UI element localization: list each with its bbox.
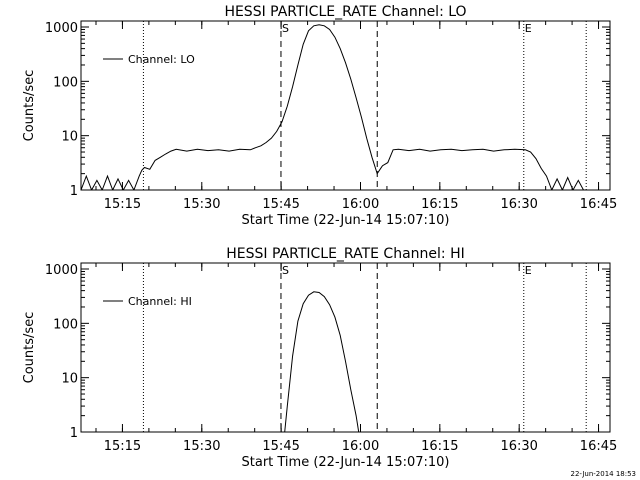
marker-label: S bbox=[282, 264, 289, 277]
y-tick-label: 1000 bbox=[45, 21, 78, 36]
chart-title: HESSI PARTICLE_RATE Channel: HI bbox=[226, 246, 464, 262]
legend-label: Channel: HI bbox=[128, 295, 192, 308]
chart-title: HESSI PARTICLE_RATE Channel: LO bbox=[224, 4, 466, 20]
y-tick-label: 100 bbox=[53, 75, 78, 90]
x-axis-label: Start Time (22-Jun-14 15:07:10) bbox=[242, 213, 450, 228]
x-tick-label: 16:30 bbox=[500, 439, 537, 454]
timestamp-footer: 22-Jun-2014 18:53 bbox=[570, 470, 637, 478]
marker-label: E bbox=[525, 22, 532, 35]
y-axis-label: Counts/sec bbox=[22, 312, 37, 384]
marker-label: S bbox=[282, 22, 289, 35]
chart-panel-lo: HESSI PARTICLE_RATE Channel: LO Counts/se… bbox=[22, 4, 617, 228]
x-tick-label: 15:15 bbox=[104, 439, 141, 454]
x-tick-label: 16:15 bbox=[421, 197, 458, 212]
series-line bbox=[81, 24, 584, 190]
y-axis-label: Counts/sec bbox=[22, 70, 37, 142]
marker-label: E bbox=[525, 264, 532, 277]
x-tick-label: 16:15 bbox=[421, 439, 458, 454]
y-tick-label: 10 bbox=[61, 130, 78, 145]
y-tick-label: 1 bbox=[70, 426, 78, 441]
x-tick-label: 16:45 bbox=[580, 439, 617, 454]
plot-frame bbox=[80, 262, 611, 433]
x-tick-label: 15:45 bbox=[262, 197, 299, 212]
y-tick-label: 10 bbox=[61, 372, 78, 387]
y-tick-label: 1000 bbox=[45, 263, 78, 278]
x-tick-label: 15:30 bbox=[183, 439, 220, 454]
x-tick-label: 15:45 bbox=[262, 439, 299, 454]
x-tick-label: 16:00 bbox=[342, 439, 379, 454]
y-tick-label: 100 bbox=[53, 317, 78, 332]
series-line bbox=[284, 291, 360, 432]
plot-frame bbox=[80, 20, 611, 191]
x-tick-label: 16:30 bbox=[500, 197, 537, 212]
x-tick-label: 15:30 bbox=[183, 197, 220, 212]
x-tick-label: 15:15 bbox=[104, 197, 141, 212]
x-tick-label: 16:00 bbox=[342, 197, 379, 212]
x-tick-label: 16:45 bbox=[580, 197, 617, 212]
chart-panel-hi: HESSI PARTICLE_RATE Channel: HI Counts/se… bbox=[22, 246, 617, 470]
y-tick-label: 1 bbox=[70, 184, 78, 199]
x-axis-label: Start Time (22-Jun-14 15:07:10) bbox=[242, 455, 450, 470]
legend-label: Channel: LO bbox=[128, 53, 195, 66]
